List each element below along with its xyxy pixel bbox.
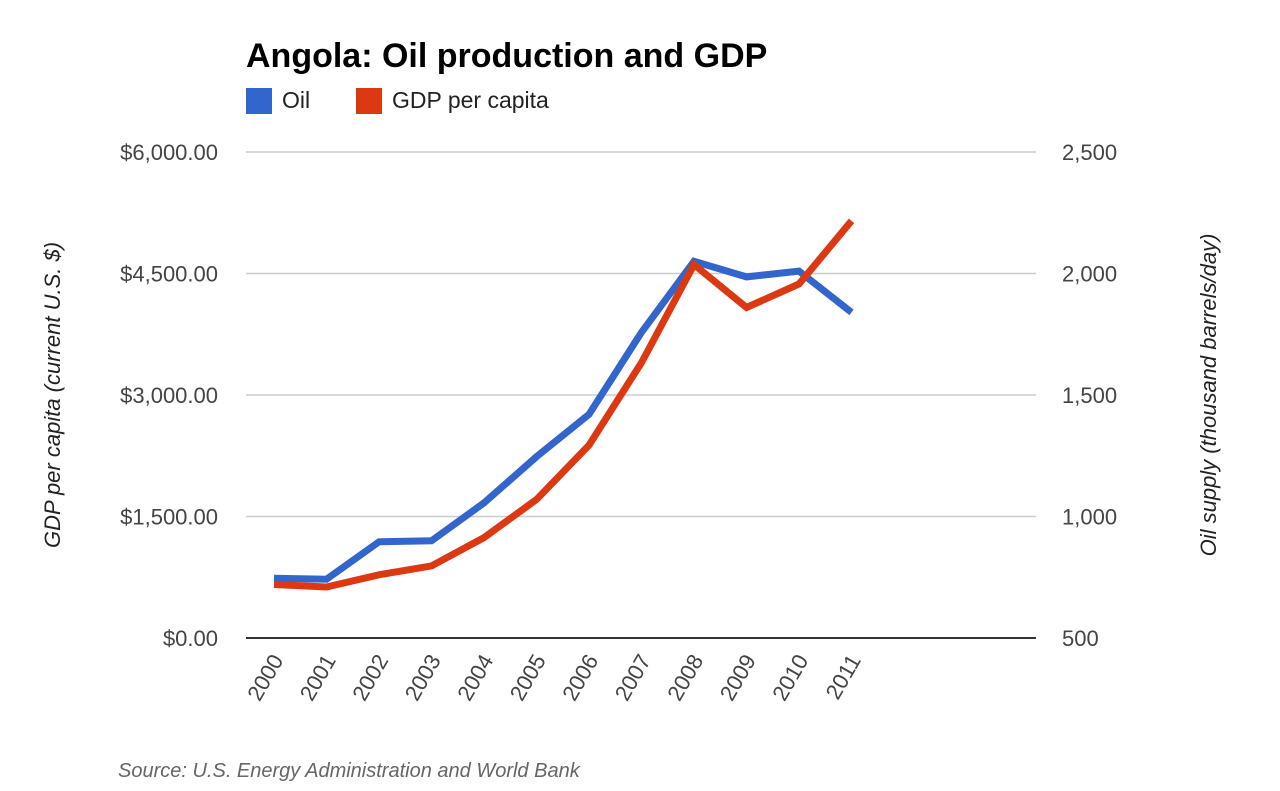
x-tick-label: 2003 xyxy=(400,650,446,705)
series-lines xyxy=(273,218,855,591)
x-tick-label: 2008 xyxy=(662,650,708,705)
right-tick-label: 500 xyxy=(1062,626,1099,651)
left-axis-ticks: $0.00 $1,500.00 $3,000.00 $4,500.00 $6,000.0… xyxy=(120,140,218,651)
x-tick-label: 2011 xyxy=(821,650,866,703)
right-tick-label: 2,000 xyxy=(1062,262,1117,287)
chart-title: Angola: Oil production and GDP xyxy=(246,37,767,75)
right-tick-label: 2,500 xyxy=(1062,140,1117,165)
left-tick-label: $6,000.00 xyxy=(120,140,218,165)
left-tick-label: $3,000.00 xyxy=(120,383,218,408)
legend: Oil GDP per capita xyxy=(246,87,549,114)
legend-label: GDP per capita xyxy=(392,87,549,113)
left-tick-label: $0.00 xyxy=(163,626,218,651)
x-tick-label: 2005 xyxy=(505,650,551,705)
x-axis-ticks: 2000 2001 2002 2003 2004 2005 2006 2007 2008 2009… xyxy=(242,650,866,705)
series-line-oil xyxy=(273,257,854,583)
x-tick-label: 2006 xyxy=(557,650,603,705)
legend-label: Oil xyxy=(282,87,310,113)
x-tick-label: 2004 xyxy=(452,650,498,705)
source-note: Source: U.S. Energy Administration and W… xyxy=(118,760,581,782)
x-tick-label: 2002 xyxy=(347,650,393,705)
left-axis-title: GDP per capita (current U.S. $) xyxy=(40,242,65,548)
left-tick-label: $4,500.00 xyxy=(120,262,218,287)
x-tick-label: 2000 xyxy=(242,650,288,705)
left-tick-label: $1,500.00 xyxy=(120,505,218,530)
right-axis-ticks: 500 1,000 1,500 2,000 2,500 xyxy=(1062,140,1117,651)
gridlines xyxy=(246,151,1036,639)
right-tick-label: 1,000 xyxy=(1062,505,1117,530)
x-tick-label: 2007 xyxy=(610,650,656,705)
series-line-gdp-per-capita xyxy=(273,218,855,591)
right-tick-label: 1,500 xyxy=(1062,383,1117,408)
x-tick-label: 2009 xyxy=(715,650,761,705)
right-axis-title: Oil supply (thousand barrels/day) xyxy=(1196,234,1221,557)
legend-swatch xyxy=(356,88,382,114)
x-tick-label: 2010 xyxy=(767,650,813,705)
legend-swatch xyxy=(246,88,272,114)
x-tick-label: 2001 xyxy=(295,650,341,705)
